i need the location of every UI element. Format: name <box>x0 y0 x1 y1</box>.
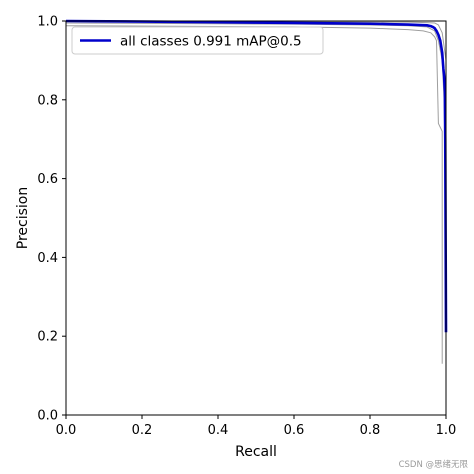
x-tick-label: 0.2 <box>132 423 153 438</box>
y-axis-ticks: 0.0 0.2 0.4 0.6 0.8 1.0 <box>37 15 66 424</box>
x-axis-ticks: 0.0 0.2 0.4 0.6 0.8 1.0 <box>56 415 457 438</box>
y-tick-label: 0.4 <box>37 251 58 266</box>
y-tick-label: 0.8 <box>37 93 58 108</box>
legend: all classes 0.991 mAP@0.5 <box>71 26 324 55</box>
all-classes-curve-layer <box>65 19 448 333</box>
x-tick-label: 0.8 <box>360 423 381 438</box>
series-line-class-1 <box>65 22 447 364</box>
series-line-class-3 <box>65 20 447 337</box>
plot-frame <box>65 20 447 416</box>
y-tick-label: 0.2 <box>37 330 58 345</box>
per-class-curves <box>65 20 447 364</box>
watermark: CSDN @思绪无限 <box>398 460 468 470</box>
x-tick-label: 0.0 <box>56 423 77 438</box>
x-axis-title: Recall <box>235 444 277 460</box>
series-line-all-classes <box>65 19 448 333</box>
x-tick-label: 0.6 <box>284 423 305 438</box>
x-tick-label: 0.4 <box>208 423 229 438</box>
series-line-class-2 <box>65 25 443 364</box>
y-tick-label: 0.0 <box>37 409 58 424</box>
y-tick-label: 1.0 <box>37 15 58 30</box>
legend-label-all-classes: all classes 0.991 mAP@0.5 <box>120 34 302 50</box>
y-axis-title: Precision <box>15 187 31 249</box>
legend-box <box>71 26 324 55</box>
x-tick-label: 1.0 <box>436 423 457 438</box>
y-tick-label: 0.6 <box>37 172 58 187</box>
